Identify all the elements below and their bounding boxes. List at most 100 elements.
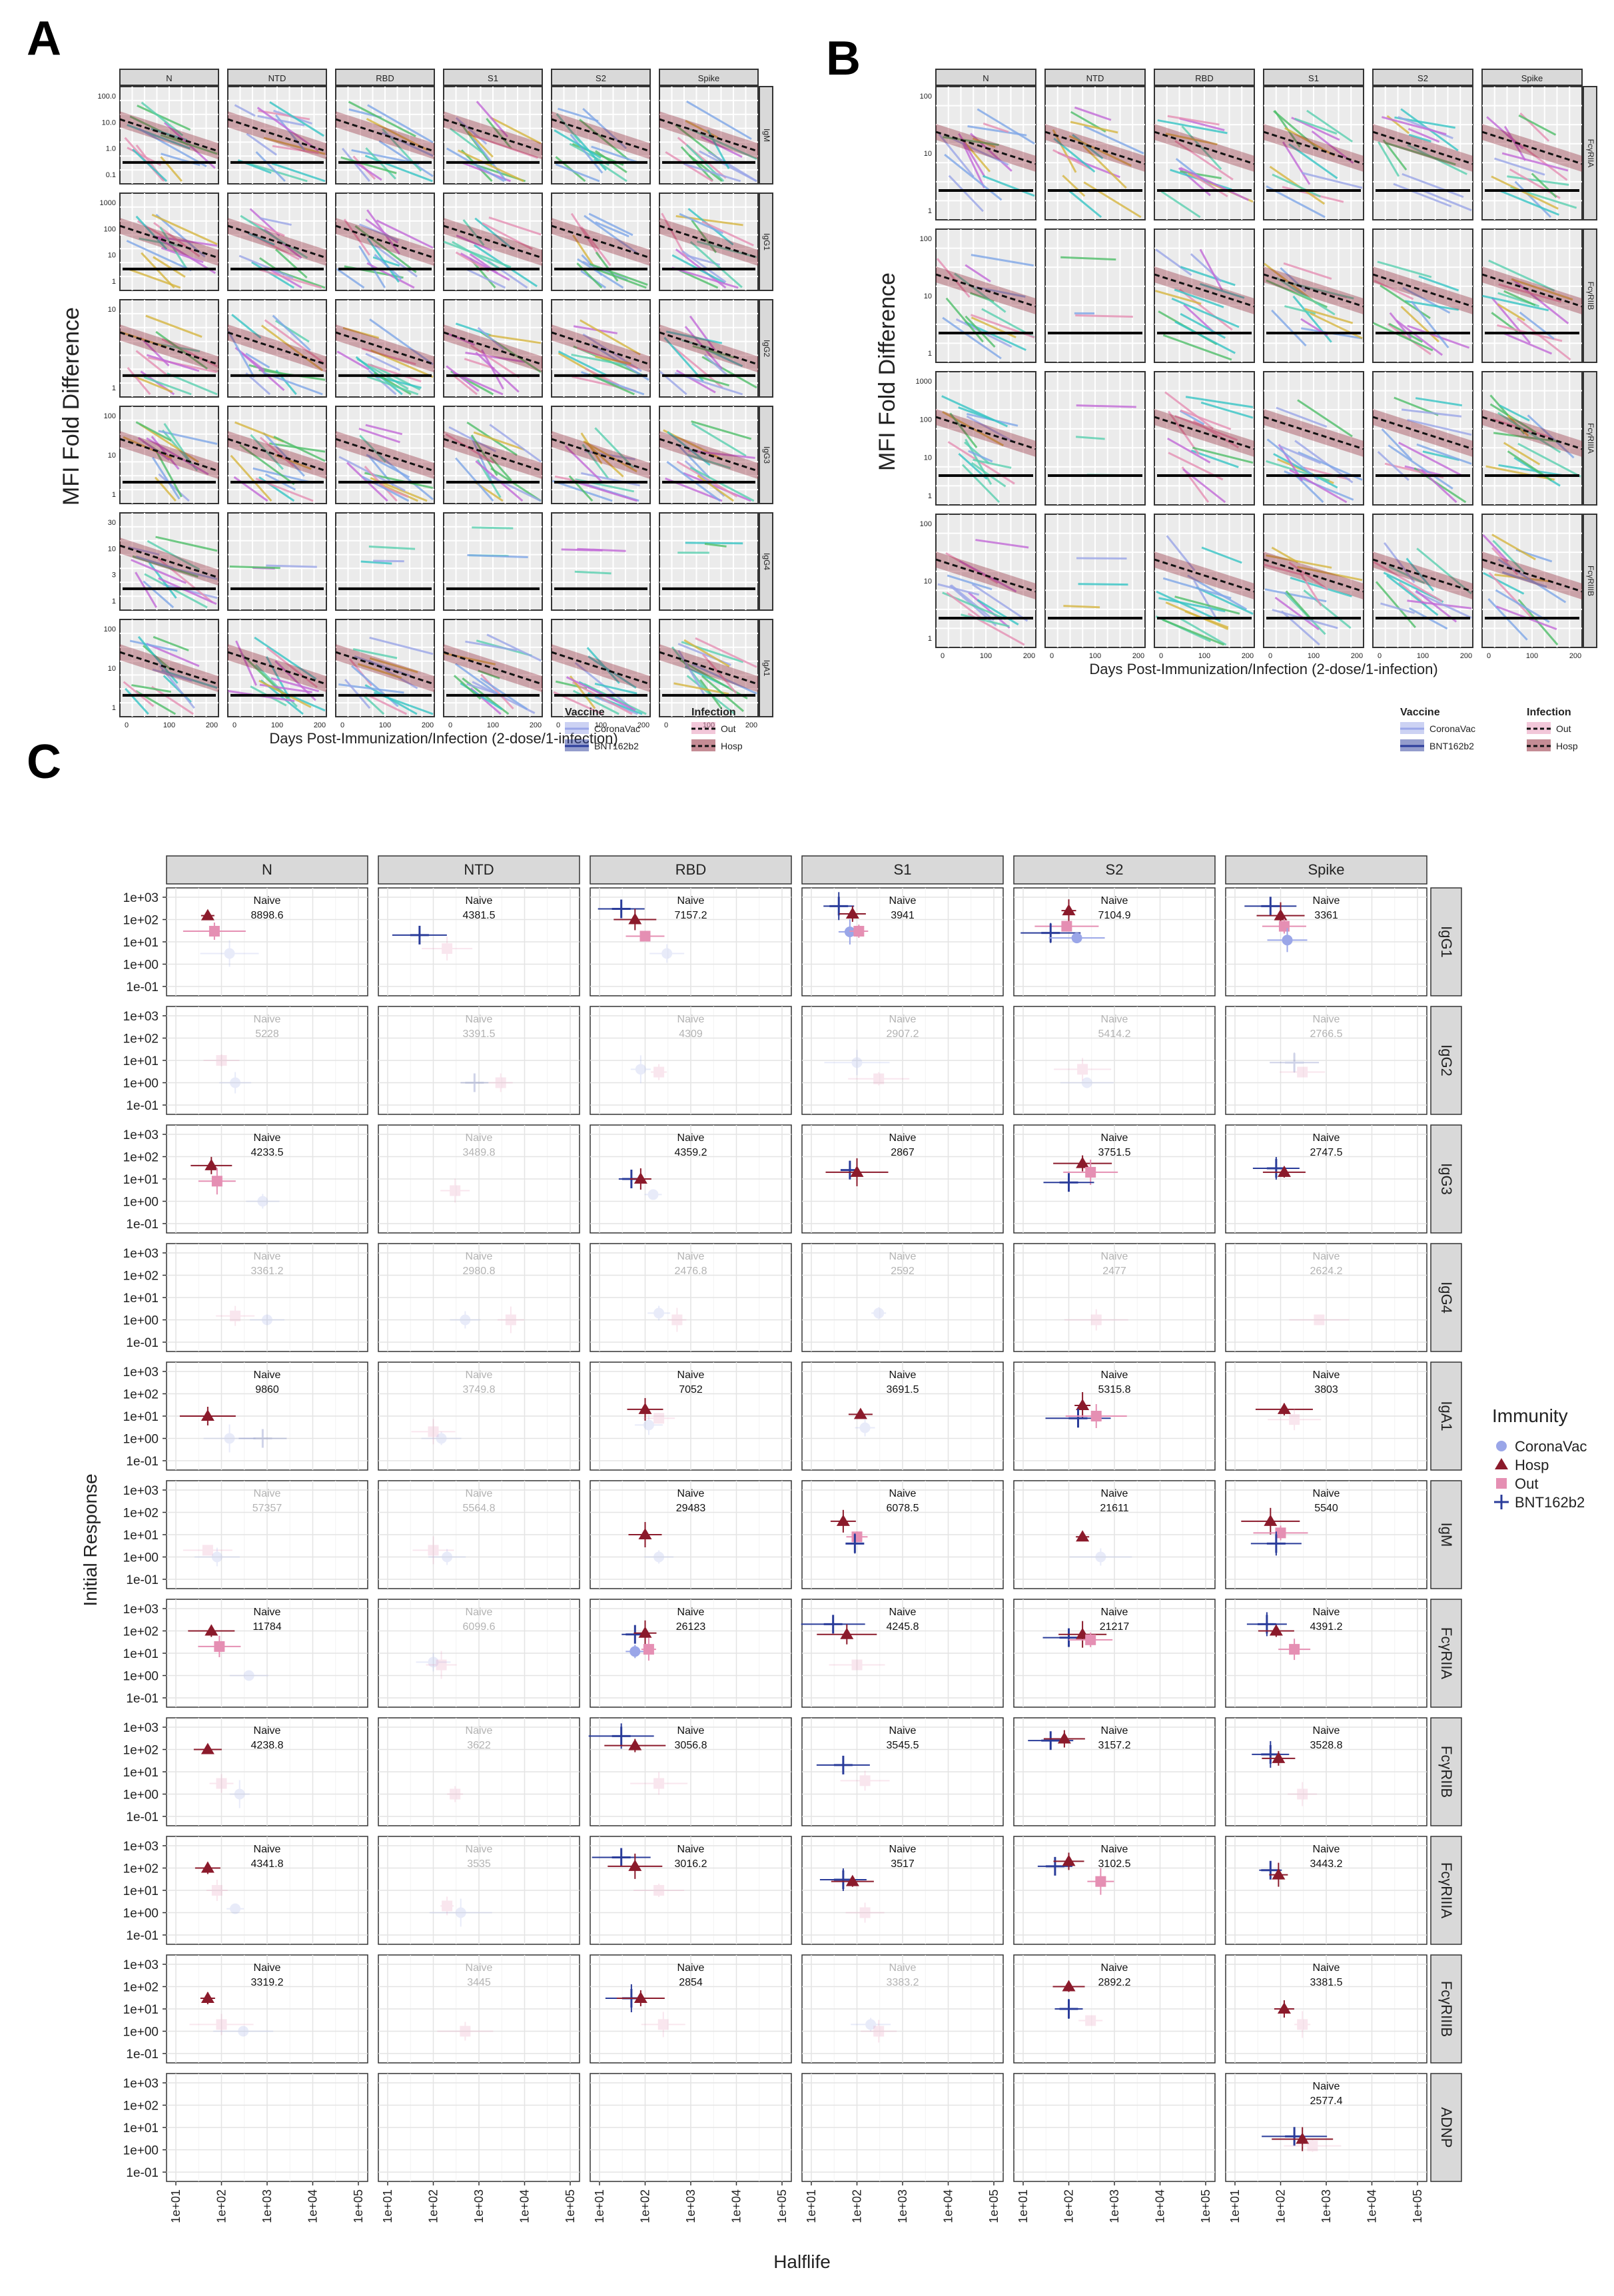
trajectory-line	[965, 264, 991, 282]
trajectory-line	[146, 354, 200, 372]
out-marker	[653, 1413, 665, 1424]
naive-value: 2747.5	[1310, 1147, 1343, 1158]
naive-label: Naive	[466, 1725, 493, 1736]
trajectory-line	[455, 457, 494, 502]
point-CoronaVac-49	[450, 1311, 481, 1329]
facet-FcγRIIB-NTD: Naive 3622	[378, 1717, 580, 1826]
naive-value: 11784	[252, 1621, 281, 1633]
facet-ADNP-RBD	[590, 2073, 792, 2182]
coronavac-marker	[1071, 933, 1082, 944]
legend-title: Immunity	[1492, 1405, 1568, 1426]
trajectory-line	[489, 424, 542, 463]
naive-label: Naive	[1313, 2081, 1340, 2092]
trajectory-line	[258, 109, 310, 121]
trajectory-line	[265, 656, 290, 699]
trajectory-line	[250, 434, 284, 470]
point-Out-118	[206, 1880, 228, 1901]
trajectory-line	[1503, 290, 1536, 306]
legend-coronavac-marker	[1496, 1441, 1507, 1451]
naive-label: Naive	[1313, 1014, 1340, 1025]
naive-label: Naive	[889, 1962, 917, 1974]
x-tick-label: 1e+02	[215, 2189, 228, 2223]
out-marker	[859, 1775, 871, 1786]
trajectory-line	[1377, 260, 1432, 278]
naive-label: Naive	[1101, 1962, 1128, 1974]
naive-label: Naive	[254, 1725, 281, 1736]
out-marker	[1085, 1166, 1096, 1178]
trajectory-line	[1190, 253, 1222, 282]
panel_b-row-label: FcγRIIB	[1586, 282, 1595, 310]
trajectory-line	[594, 427, 634, 469]
out-marker	[214, 1641, 225, 1652]
trajectory-line	[465, 351, 526, 363]
panel_b-facet-3-2	[1154, 514, 1255, 648]
naive-value: 5414.2	[1098, 1028, 1131, 1040]
point-Out-28	[848, 1072, 910, 1086]
trajectory-line	[1201, 546, 1242, 564]
naive-label: Naive	[466, 1844, 493, 1855]
hosp-marker	[1057, 1732, 1071, 1744]
trajectory-line	[665, 330, 723, 344]
trajectory-line	[158, 577, 217, 605]
panel_a-facet-0-0	[119, 86, 219, 185]
point-Hosp-138	[616, 1990, 665, 2007]
trajectory-line	[378, 140, 434, 177]
hosp-fit-line	[1154, 416, 1255, 450]
point-Hosp-133	[200, 1992, 215, 2005]
trajectory-line	[689, 466, 755, 502]
trajectory-line	[275, 369, 297, 395]
trajectory-line	[965, 315, 996, 348]
hosp-ribbon	[444, 431, 542, 480]
point-Hosp-82	[1241, 1507, 1300, 1535]
panel_a-row-strip-4	[759, 512, 773, 611]
hosp-ribbon	[120, 324, 218, 373]
panel_a-strip-1	[227, 69, 327, 86]
point-CoronaVac-121	[429, 1898, 492, 1927]
trajectory-line	[1408, 133, 1431, 143]
trajectory-line	[1497, 412, 1561, 454]
trajectory-line	[235, 640, 258, 686]
point-Hosp-6	[613, 909, 657, 931]
naive-label: Naive	[889, 1607, 917, 1618]
facet-IgM-NTD: Naive 5564.8	[378, 1480, 580, 1589]
out-marker	[873, 1073, 885, 1084]
naive-label: Naive	[1313, 1607, 1340, 1618]
point-Out-130	[1087, 1868, 1114, 1895]
trajectory-line	[362, 476, 410, 502]
trajectory-line	[954, 272, 1007, 313]
trajectory-line	[1266, 460, 1330, 482]
facet-IgG2-N: Naive 5228	[166, 1006, 368, 1115]
naive-value: 5540	[1314, 1503, 1338, 1514]
point-CoronaVac-20	[1267, 928, 1308, 953]
panel_b-y-tick: 100	[920, 93, 932, 101]
panel_b-x-tick: 100	[1308, 652, 1320, 660]
panel_a-x-tick: 0	[340, 721, 344, 729]
facet-IgM-RBD: Naive 29483	[590, 1480, 792, 1589]
point-Hosp-77	[830, 1509, 856, 1533]
trajectory-line	[1193, 579, 1217, 619]
panel_b-strip-1	[1044, 69, 1146, 86]
facet-IgG4-RBD: Naive 2476.8	[590, 1243, 792, 1352]
panel_a-facet-2-2	[335, 299, 435, 398]
hosp-ribbon	[336, 644, 434, 693]
point-BNT162b2-23	[460, 1073, 489, 1092]
point-Out-12	[849, 925, 869, 939]
hosp-marker	[201, 1409, 214, 1421]
trajectory-line	[478, 669, 500, 679]
naive-label: Naive	[677, 1369, 705, 1381]
point-Out-54	[1064, 1309, 1128, 1331]
trajectory-line	[1052, 129, 1077, 173]
hosp-marker	[204, 1158, 218, 1170]
panel_a-column-label: N	[166, 73, 172, 83]
panel_a-facet-1-4	[551, 192, 651, 291]
trajectory-line	[1078, 583, 1128, 586]
trajectory-line	[946, 591, 985, 621]
point-BNT162b2-122	[592, 1848, 651, 1867]
trajectory-line	[354, 655, 412, 677]
panel_a-y-tick: 100.0	[97, 93, 116, 101]
trajectory-line	[1288, 562, 1329, 591]
point-Hosp-148	[1272, 2127, 1334, 2151]
trajectory-line	[968, 450, 993, 463]
naive-label: Naive	[1313, 1132, 1340, 1144]
point-Hosp-69	[1255, 1402, 1313, 1415]
